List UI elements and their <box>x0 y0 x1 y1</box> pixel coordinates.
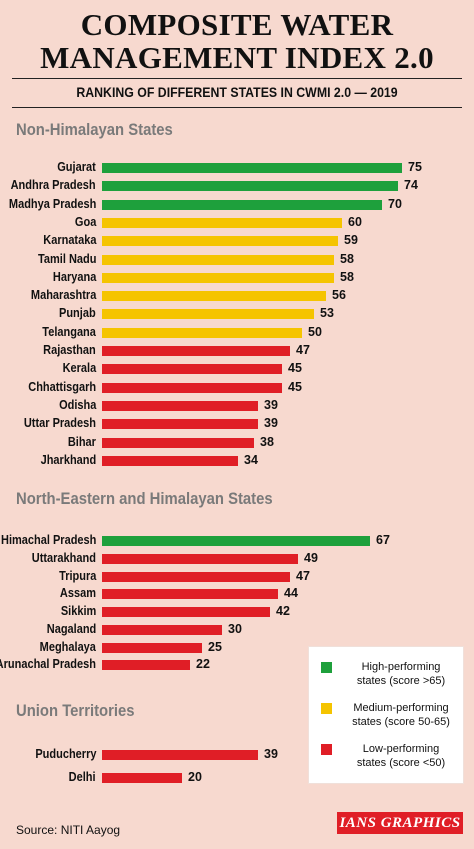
category-label-goa: Goa <box>74 214 96 229</box>
value-label-andhra-pradesh: 74 <box>404 178 418 193</box>
category-label-puducherry: Puducherry <box>34 747 96 761</box>
legend-label-low: Low-performing states (score <50) <box>356 743 446 769</box>
value-label-goa: 60 <box>348 214 362 229</box>
bar-delhi <box>102 773 182 783</box>
category-label-odisha: Odisha <box>58 397 96 412</box>
category-label-andhra-pradesh: Andhra Pradesh <box>11 178 96 193</box>
legend-label-medium: Medium-performing states (score 50-65) <box>352 702 450 728</box>
value-label-delhi: 20 <box>188 770 202 784</box>
value-label-sikkim: 42 <box>276 604 290 618</box>
legend-label-high: High-performing states (score >65) <box>356 661 446 687</box>
value-label-himachal-pradesh: 67 <box>376 533 390 547</box>
value-label-arunachal-pradesh: 22 <box>196 657 210 672</box>
section-header-union-territories: Union Territories <box>16 702 135 720</box>
value-label-uttarakhand: 49 <box>304 550 318 565</box>
category-label-chhattisgarh: Chhattisgarh <box>28 379 96 394</box>
value-label-maharashtra: 56 <box>332 288 346 303</box>
bar-uttarakhand <box>102 553 298 564</box>
value-label-assam: 44 <box>284 586 298 601</box>
value-label-jharkhand: 34 <box>244 452 258 467</box>
value-label-odisha: 39 <box>264 397 278 412</box>
bar-meghalaya <box>102 642 202 653</box>
legend-swatch-medium <box>321 703 332 714</box>
value-label-telangana: 50 <box>308 324 322 339</box>
category-label-tamil-nadu: Tamil Nadu <box>37 251 96 266</box>
category-label-arunachal-pradesh: Arunachal Pradesh <box>0 657 96 672</box>
category-label-sikkim: Sikkim <box>60 604 96 618</box>
bar-madhya-pradesh <box>102 199 382 210</box>
value-label-karnataka: 59 <box>344 233 358 248</box>
value-label-nagaland: 30 <box>228 621 242 636</box>
category-label-himachal-pradesh: Himachal Pradesh <box>0 533 96 547</box>
bar-chhattisgarh <box>102 382 282 393</box>
value-label-punjab: 53 <box>320 306 334 321</box>
value-label-uttar-pradesh: 39 <box>264 416 278 431</box>
bar-tripura <box>102 571 290 582</box>
bar-nagaland <box>102 624 222 635</box>
subtitle-bottom-rule <box>12 107 462 108</box>
section-header-north-eastern-and-himalayan-states: North-Eastern and Himalayan States <box>16 490 273 508</box>
bar-assam <box>102 589 278 600</box>
title-line-2: MANAGEMENT INDEX 2.0 <box>40 40 434 75</box>
category-label-nagaland: Nagaland <box>46 621 96 636</box>
category-label-meghalaya: Meghalaya <box>39 639 96 654</box>
bar-kerala <box>102 364 282 375</box>
category-label-bihar: Bihar <box>67 434 96 449</box>
bar-odisha <box>102 400 258 411</box>
bar-maharashtra <box>102 291 326 302</box>
legend-swatch-low <box>321 744 332 755</box>
category-label-telangana: Telangana <box>42 324 96 339</box>
category-label-delhi: Delhi <box>69 770 96 784</box>
bar-goa <box>102 217 342 228</box>
bar-arunachal-pradesh <box>102 660 190 671</box>
category-label-haryana: Haryana <box>52 269 96 284</box>
category-label-rajasthan: Rajasthan <box>43 343 96 357</box>
bar-karnataka <box>102 236 338 247</box>
legend: High-performing states (score >65) Mediu… <box>309 647 463 783</box>
bar-tamil-nadu <box>102 254 334 265</box>
category-label-uttarakhand: Uttarakhand <box>31 550 96 565</box>
subtitle-top-rule <box>12 78 462 79</box>
bar-sikkim <box>102 607 270 617</box>
value-label-meghalaya: 25 <box>208 639 222 654</box>
value-label-tripura: 47 <box>296 568 310 583</box>
category-label-tripura: Tripura <box>58 568 96 583</box>
value-label-rajasthan: 47 <box>296 343 310 357</box>
value-label-gujarat: 75 <box>408 160 422 174</box>
category-label-maharashtra: Maharashtra <box>30 288 96 303</box>
bar-himachal-pradesh <box>102 536 370 546</box>
bar-uttar-pradesh <box>102 419 258 430</box>
value-label-puducherry: 39 <box>264 747 278 761</box>
value-label-kerala: 45 <box>288 361 302 376</box>
brand-logo: IANS GRAPHICS <box>337 812 463 834</box>
title-line-1: COMPOSITE WATER <box>80 7 394 42</box>
bar-telangana <box>102 327 302 338</box>
category-label-gujarat: Gujarat <box>57 160 96 174</box>
value-label-haryana: 58 <box>340 269 354 284</box>
category-label-jharkhand: Jharkhand <box>40 452 96 467</box>
bar-haryana <box>102 272 334 283</box>
category-label-assam: Assam <box>59 586 96 601</box>
bar-bihar <box>102 437 254 448</box>
category-label-karnataka: Karnataka <box>42 233 96 248</box>
chart-subtitle: RANKING OF DIFFERENT STATES IN CWMI 2.0 … <box>76 84 398 100</box>
category-label-kerala: Kerala <box>62 361 96 376</box>
chart-title: COMPOSITE WATER MANAGEMENT INDEX 2.0 <box>0 8 474 74</box>
value-label-madhya-pradesh: 70 <box>388 196 402 211</box>
legend-swatch-high <box>321 662 332 673</box>
value-label-chhattisgarh: 45 <box>288 379 302 394</box>
source-note: Source: NITI Aayog <box>16 823 121 837</box>
value-label-bihar: 38 <box>260 434 274 449</box>
bar-rajasthan <box>102 346 290 356</box>
bar-puducherry <box>102 750 258 760</box>
category-label-punjab: Punjab <box>59 306 96 321</box>
value-label-tamil-nadu: 58 <box>340 251 354 266</box>
bar-jharkhand <box>102 455 238 466</box>
bar-gujarat <box>102 163 402 173</box>
bar-punjab <box>102 309 314 320</box>
section-header-non-himalayan-states: Non-Himalayan States <box>16 121 173 139</box>
bar-andhra-pradesh <box>102 181 398 192</box>
category-label-uttar-pradesh: Uttar Pradesh <box>23 416 96 431</box>
category-label-madhya-pradesh: Madhya Pradesh <box>8 196 96 211</box>
